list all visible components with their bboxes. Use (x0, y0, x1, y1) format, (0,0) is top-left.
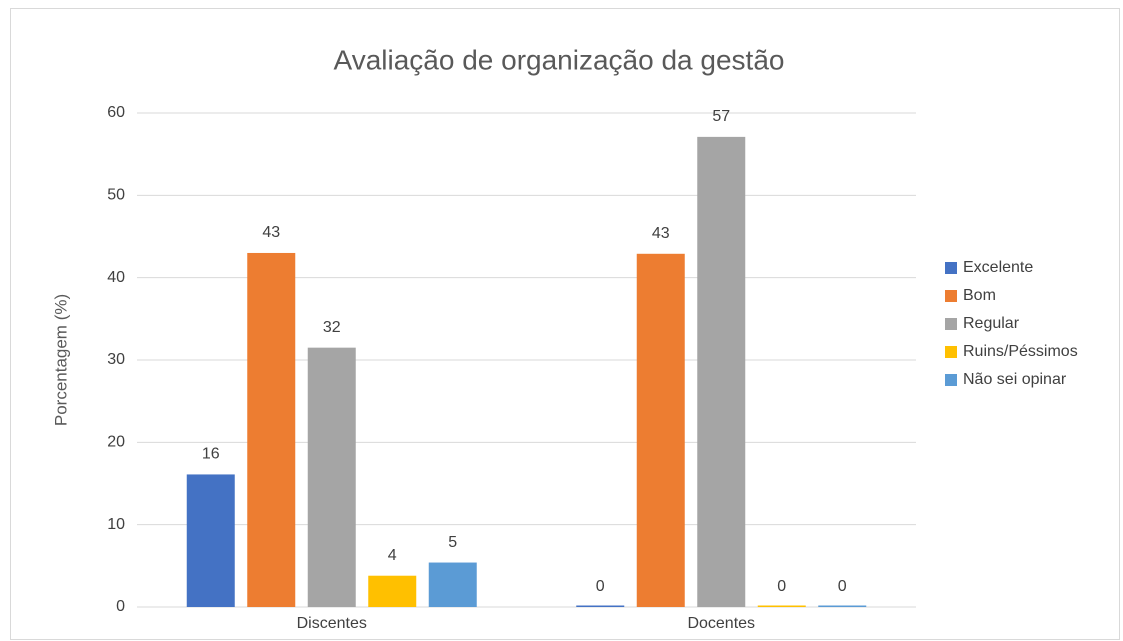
y-tick-label: 10 (107, 516, 125, 533)
legend-swatch (945, 346, 957, 358)
data-label: 4 (388, 547, 397, 564)
bar (697, 136, 746, 608)
y-tick-label: 60 (107, 104, 125, 121)
data-label: 43 (652, 225, 670, 242)
data-label: 0 (777, 578, 786, 595)
data-label: 43 (262, 224, 280, 241)
bar (818, 605, 867, 607)
legend-swatch (945, 374, 957, 386)
data-label: 0 (838, 578, 847, 595)
legend-swatch (945, 290, 957, 302)
y-tick-label: 40 (107, 269, 125, 286)
y-tick-label: 0 (116, 598, 125, 615)
x-tick-label: Docentes (687, 615, 755, 632)
bar (636, 253, 685, 608)
bar (186, 474, 235, 607)
legend-swatch (945, 318, 957, 330)
data-label: 57 (712, 108, 730, 125)
bar (247, 252, 296, 607)
data-label: 0 (596, 578, 605, 595)
data-label: 16 (202, 446, 220, 463)
legend-label: Ruins/Péssimos (963, 343, 1078, 360)
bar (368, 575, 417, 607)
bar (576, 605, 625, 607)
data-label: 5 (448, 534, 457, 551)
legend-label: Regular (963, 315, 1020, 332)
chart-title: Avaliação de organização da gestão (334, 44, 785, 75)
legend-label: Bom (963, 287, 996, 304)
bar (757, 605, 806, 607)
legend-swatch (945, 262, 957, 274)
y-tick-label: 50 (107, 187, 125, 204)
bar (428, 562, 477, 607)
data-label: 32 (323, 319, 341, 336)
y-axis-label: Porcentagem (%) (51, 294, 70, 426)
legend-label: Excelente (963, 259, 1033, 276)
legend-label: Não sei opinar (963, 371, 1067, 388)
bar (307, 347, 356, 607)
x-tick-label: Discentes (297, 615, 367, 632)
y-tick-label: 20 (107, 434, 125, 451)
y-tick-label: 30 (107, 351, 125, 368)
